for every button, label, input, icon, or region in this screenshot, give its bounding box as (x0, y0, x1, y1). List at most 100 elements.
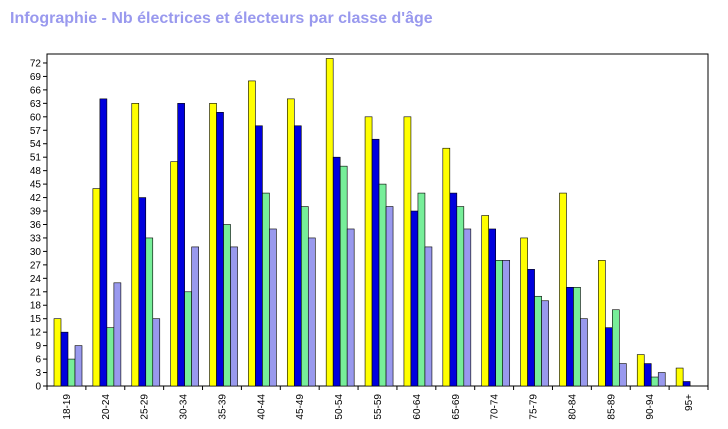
x-tick-label: 18-19 (62, 394, 73, 420)
bar-95+-series1 (675, 367, 684, 387)
bar-85-89-series3 (612, 309, 620, 387)
y-tick-label: 12 (30, 328, 42, 339)
bar-95+-series2 (682, 381, 691, 387)
bar-35-39-series2 (216, 112, 224, 387)
y-tick-label: 0 (35, 382, 41, 393)
bar-55-59-series4 (385, 206, 394, 387)
bar-60-64-series3 (417, 192, 426, 387)
bar-40-44-series4 (269, 228, 277, 387)
bar-20-24-series1 (92, 188, 101, 387)
bar-80-84-series3 (573, 286, 581, 387)
x-tick-label: 35-39 (217, 394, 228, 420)
bar-45-49-series4 (307, 237, 316, 387)
bar-90-94-series1 (636, 354, 645, 387)
bar-25-29-series1 (131, 103, 140, 387)
y-tick-label: 24 (30, 274, 42, 285)
y-tick-label: 48 (30, 166, 42, 177)
x-tick-label: 20-24 (101, 394, 112, 420)
bar-65-69-series3 (456, 206, 465, 387)
y-tick-label: 30 (30, 247, 42, 258)
y-tick-label: 3 (35, 368, 41, 379)
bar-40-44-series3 (262, 192, 270, 387)
bar-30-34-series3 (184, 291, 192, 387)
bar-50-54-series1 (325, 58, 334, 387)
y-tick-label: 54 (30, 139, 42, 150)
bar-30-34-series1 (170, 161, 178, 387)
x-tick-label: 80-84 (567, 394, 578, 420)
bar-85-89-series1 (598, 260, 606, 387)
bar-50-54-series4 (346, 228, 355, 387)
bar-60-64-series2 (410, 210, 419, 387)
bar-80-84-series1 (559, 192, 567, 387)
bar-90-94-series2 (643, 363, 652, 387)
bar-20-24-series2 (99, 98, 108, 387)
x-tick-label: 25-29 (140, 394, 151, 420)
y-tick-label: 36 (30, 220, 42, 231)
bar-70-74-series3 (495, 260, 504, 387)
y-tick-label: 60 (30, 112, 42, 123)
bar-45-49-series1 (286, 98, 295, 387)
y-tick-label: 21 (30, 287, 42, 298)
x-tick-label: 40-44 (256, 394, 267, 420)
x-tick-label: 85-89 (606, 394, 617, 420)
bar-75-79-series2 (527, 269, 535, 387)
bar-35-39-series3 (223, 224, 231, 387)
bar-55-59-series2 (371, 138, 380, 387)
bar-70-74-series1 (481, 215, 490, 387)
bar-65-69-series1 (442, 147, 451, 387)
y-tick-label: 45 (30, 180, 42, 191)
x-tick-label: 70-74 (490, 394, 501, 420)
y-tick-label: 69 (30, 72, 42, 83)
bar-65-69-series4 (463, 228, 472, 387)
y-tick-label: 66 (30, 85, 42, 96)
bar-18-19-series3 (67, 358, 76, 387)
bar-25-29-series4 (152, 318, 161, 387)
bar-90-94-series3 (650, 376, 659, 387)
bar-85-89-series2 (605, 327, 613, 387)
bar-45-49-series3 (300, 206, 309, 387)
bar-30-34-series2 (177, 103, 185, 387)
bar-18-19-series4 (74, 345, 83, 387)
bar-75-79-series1 (520, 237, 528, 387)
bar-85-89-series4 (619, 363, 627, 387)
x-tick-label: 75-79 (529, 394, 540, 420)
bar-20-24-series3 (106, 327, 115, 387)
bar-55-59-series3 (378, 183, 387, 387)
bar-50-54-series2 (332, 156, 341, 387)
y-tick-label: 57 (30, 126, 42, 137)
x-tick-label: 45-49 (295, 394, 306, 420)
x-tick-label: 55-59 (373, 394, 384, 420)
x-tick-label: 90-94 (645, 394, 656, 420)
y-tick-label: 9 (35, 341, 41, 352)
bar-50-54-series3 (339, 165, 348, 387)
bar-40-44-series2 (255, 125, 263, 387)
bar-70-74-series4 (502, 260, 511, 387)
y-tick-label: 15 (30, 314, 42, 325)
bar-75-79-series4 (541, 300, 549, 387)
bar-60-64-series4 (424, 246, 433, 387)
bar-35-39-series1 (209, 103, 217, 387)
x-tick-label: 65-69 (451, 394, 462, 420)
x-tick-label: 60-64 (412, 394, 423, 420)
x-tick-label: 95+ (684, 394, 695, 411)
bar-18-19-series2 (60, 331, 69, 387)
bar-60-64-series1 (403, 116, 412, 387)
bar-75-79-series3 (534, 295, 542, 387)
chart-title: Infographie - Nb électrices et électeurs… (10, 10, 433, 27)
bar-80-84-series2 (566, 286, 574, 387)
x-tick-label: 30-34 (179, 394, 190, 420)
y-tick-label: 63 (30, 99, 42, 110)
bar-65-69-series2 (449, 192, 458, 387)
bar-35-39-series4 (230, 246, 238, 387)
bar-45-49-series2 (293, 125, 302, 387)
bar-70-74-series2 (488, 228, 497, 387)
y-tick-label: 33 (30, 233, 42, 244)
x-tick-label: 50-54 (334, 394, 345, 420)
bar-90-94-series4 (657, 372, 666, 387)
y-tick-label: 39 (30, 207, 42, 218)
bar-30-34-series4 (191, 246, 199, 387)
y-tick-label: 18 (30, 301, 42, 312)
y-tick-label: 27 (30, 260, 42, 271)
y-tick-label: 72 (30, 58, 42, 69)
